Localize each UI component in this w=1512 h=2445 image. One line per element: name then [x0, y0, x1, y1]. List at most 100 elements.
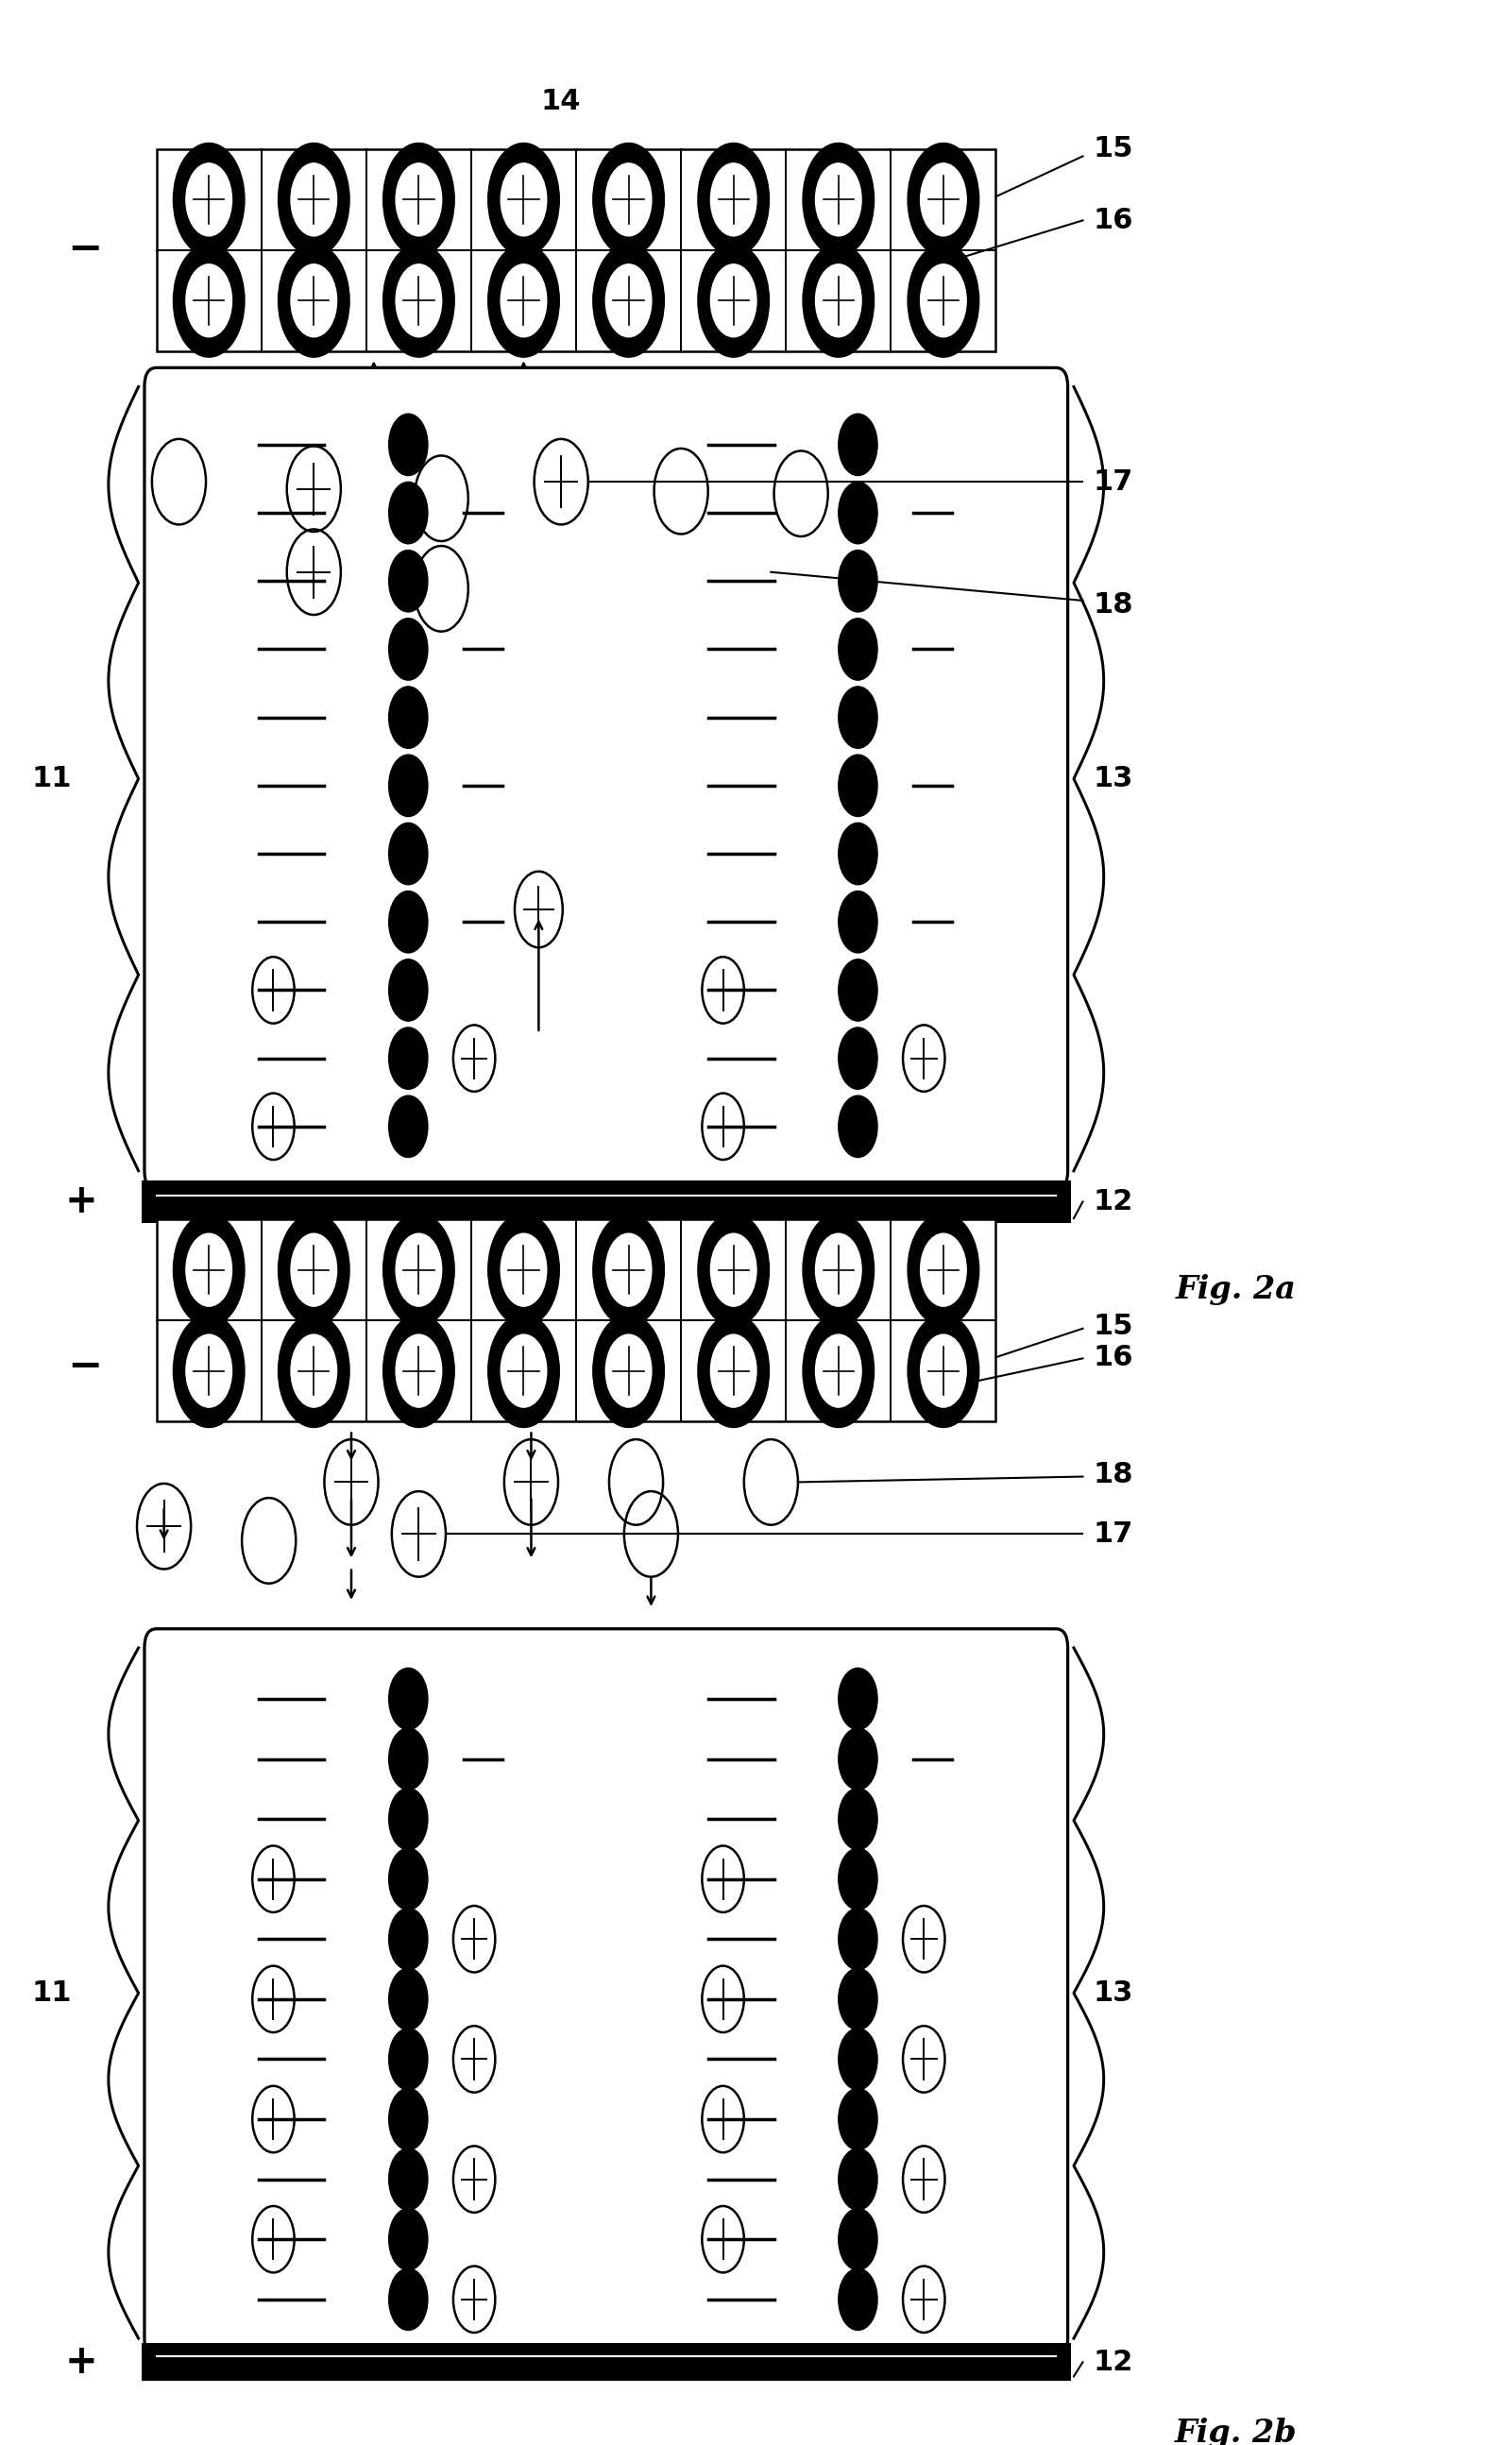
Circle shape — [389, 1729, 428, 1790]
Circle shape — [389, 2269, 428, 2330]
Circle shape — [711, 264, 756, 337]
Text: +: + — [65, 2342, 98, 2381]
Circle shape — [907, 144, 980, 257]
Text: 14: 14 — [541, 1293, 581, 1320]
Circle shape — [500, 1235, 547, 1306]
Circle shape — [839, 2029, 877, 2090]
Circle shape — [815, 264, 862, 337]
Circle shape — [278, 144, 349, 257]
Circle shape — [389, 958, 428, 1022]
Circle shape — [839, 890, 877, 954]
Circle shape — [383, 144, 455, 257]
Circle shape — [396, 1335, 442, 1408]
Text: 13: 13 — [1093, 765, 1134, 792]
Circle shape — [383, 1213, 455, 1328]
Circle shape — [389, 1848, 428, 1910]
Circle shape — [500, 1335, 547, 1408]
Bar — [156, 149, 996, 352]
Circle shape — [803, 1213, 874, 1328]
Circle shape — [839, 2088, 877, 2149]
Circle shape — [606, 264, 652, 337]
Circle shape — [389, 2149, 428, 2210]
Circle shape — [500, 164, 547, 237]
Text: 11: 11 — [32, 765, 71, 792]
Circle shape — [488, 1213, 559, 1328]
Circle shape — [839, 1787, 877, 1851]
Circle shape — [803, 144, 874, 257]
Circle shape — [711, 164, 756, 237]
Circle shape — [593, 1213, 664, 1328]
Text: +: + — [65, 1181, 98, 1222]
Circle shape — [803, 245, 874, 357]
Circle shape — [839, 1968, 877, 2029]
Text: −: − — [67, 227, 103, 269]
Circle shape — [606, 1235, 652, 1306]
Circle shape — [839, 2269, 877, 2330]
Circle shape — [839, 756, 877, 817]
Circle shape — [396, 164, 442, 237]
Circle shape — [907, 1315, 980, 1428]
Text: 12: 12 — [1093, 2350, 1134, 2377]
Circle shape — [389, 1667, 428, 1729]
Circle shape — [488, 144, 559, 257]
Circle shape — [389, 2088, 428, 2149]
Circle shape — [699, 1213, 770, 1328]
Circle shape — [839, 2208, 877, 2271]
Circle shape — [389, 2029, 428, 2090]
Text: Fig. 2a: Fig. 2a — [1175, 1274, 1296, 1306]
Circle shape — [389, 550, 428, 611]
Circle shape — [839, 482, 877, 543]
Circle shape — [699, 144, 770, 257]
Circle shape — [593, 1315, 664, 1428]
Circle shape — [389, 890, 428, 954]
Circle shape — [186, 164, 231, 237]
Circle shape — [815, 164, 862, 237]
Circle shape — [839, 824, 877, 885]
Text: 16: 16 — [1093, 1345, 1134, 1372]
Circle shape — [186, 264, 231, 337]
Circle shape — [389, 1027, 428, 1088]
Circle shape — [839, 1729, 877, 1790]
Circle shape — [921, 1235, 966, 1306]
Text: 14: 14 — [541, 88, 581, 115]
Bar — [156, 1220, 996, 1421]
Circle shape — [396, 264, 442, 337]
Circle shape — [839, 550, 877, 611]
Circle shape — [290, 1335, 337, 1408]
Text: 13: 13 — [1093, 1980, 1134, 2007]
Circle shape — [278, 245, 349, 357]
Circle shape — [839, 958, 877, 1022]
Circle shape — [186, 1235, 231, 1306]
Text: 18: 18 — [1093, 592, 1134, 619]
Circle shape — [839, 1848, 877, 1910]
Circle shape — [278, 1213, 349, 1328]
Circle shape — [186, 1335, 231, 1408]
Text: 17: 17 — [1093, 467, 1134, 496]
Bar — [142, 2342, 1070, 2381]
Circle shape — [174, 144, 245, 257]
Circle shape — [699, 1315, 770, 1428]
Circle shape — [839, 687, 877, 748]
FancyBboxPatch shape — [145, 367, 1067, 1191]
Circle shape — [815, 1335, 862, 1408]
Circle shape — [839, 1667, 877, 1729]
Circle shape — [290, 164, 337, 237]
Circle shape — [699, 245, 770, 357]
Circle shape — [921, 264, 966, 337]
Bar — [142, 1181, 1070, 1222]
Circle shape — [488, 245, 559, 357]
Circle shape — [839, 1027, 877, 1088]
Circle shape — [921, 164, 966, 237]
Circle shape — [383, 1315, 455, 1428]
Circle shape — [389, 1907, 428, 1971]
Circle shape — [389, 1787, 428, 1851]
Circle shape — [839, 1907, 877, 1971]
Circle shape — [290, 264, 337, 337]
Text: 12: 12 — [1093, 1188, 1134, 1215]
Circle shape — [593, 144, 664, 257]
Circle shape — [389, 824, 428, 885]
Text: 16: 16 — [1093, 208, 1134, 235]
Circle shape — [839, 413, 877, 477]
Circle shape — [278, 1315, 349, 1428]
Circle shape — [606, 1335, 652, 1408]
